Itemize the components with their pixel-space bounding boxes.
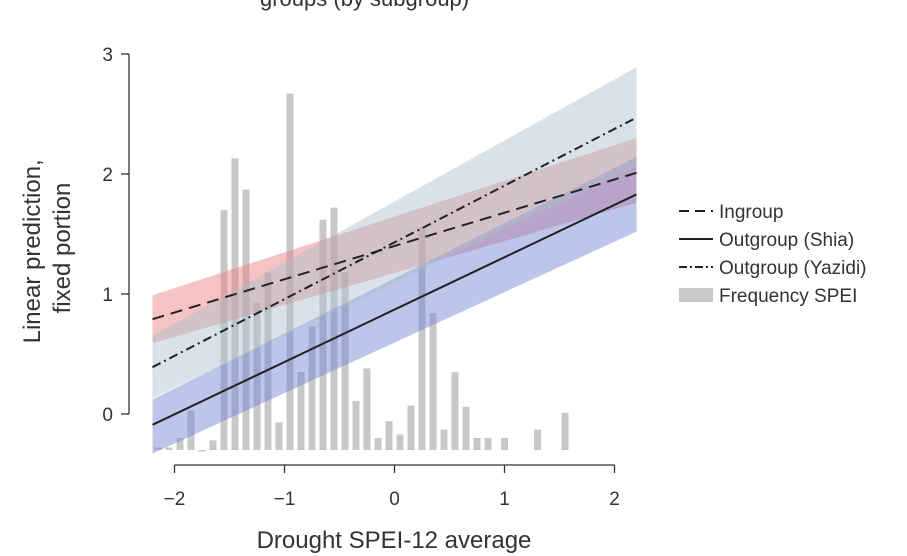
histogram-bar: [165, 447, 173, 450]
legend-label: Frequency SPEI: [719, 286, 857, 307]
x-tick-label: 0: [389, 489, 400, 510]
confidence-band: [152, 138, 637, 344]
histogram-bar: [418, 226, 426, 450]
histogram-bar: [385, 421, 393, 450]
legend-label: Outgroup (Yazidi): [719, 258, 867, 279]
y-axis-label-line-1: Linear prediction,: [19, 159, 46, 343]
histogram-bar: [319, 219, 327, 450]
histogram-bar: [176, 438, 184, 450]
y-tick-label: 3: [102, 45, 113, 66]
y-axis-label-line-2: fixed portion: [49, 183, 76, 314]
histogram-bar: [330, 207, 338, 450]
y-tick-label: 0: [102, 405, 113, 426]
y-axis-label: Linear prediction, fixed portion: [19, 153, 76, 344]
histogram-bar: [308, 326, 316, 450]
histogram-bar: [363, 368, 371, 450]
legend: Ingroup Outgroup (Shia) Outgroup (Yazidi) F…: [679, 202, 867, 307]
histogram-bar: [440, 429, 448, 450]
chart-title: groups (by subgroup): [0, 0, 907, 16]
histogram-bar: [352, 400, 360, 450]
histogram-bar: [286, 93, 294, 450]
histogram-bar: [451, 372, 459, 450]
histogram-bar: [374, 438, 382, 450]
histogram-bar: [242, 189, 250, 450]
confidence-band: [152, 157, 637, 454]
y-tick-label: 1: [102, 285, 113, 306]
y-tick-label: 2: [102, 165, 113, 186]
histogram-bar: [253, 302, 261, 450]
x-axis-label: Drought SPEI-12 average: [257, 527, 532, 554]
series-line: [152, 116, 637, 369]
legend-swatch: [679, 288, 713, 302]
histogram-bar: [154, 447, 162, 450]
histogram-bar: [264, 272, 272, 450]
histogram-bar: [429, 313, 437, 450]
histogram-bar: [297, 372, 305, 450]
histogram-bar: [198, 450, 206, 452]
series-line: [152, 171, 637, 321]
x-tick-label: −2: [164, 489, 186, 510]
histogram-bar: [341, 272, 349, 450]
histogram-bar: [534, 429, 541, 450]
x-tick-label: 1: [499, 489, 510, 510]
histogram-bar: [231, 158, 239, 450]
series-lines-layer: [152, 116, 637, 426]
histogram-bar: [209, 440, 217, 450]
x-tick-label: −1: [274, 489, 296, 510]
x-tick-label: 2: [609, 489, 620, 510]
axes-layer: 0 1 2 3 −2 −1 0 1 2: [102, 45, 619, 510]
confidence-bands-layer: [152, 67, 637, 454]
histogram-bar: [501, 438, 508, 450]
histogram-bar: [396, 434, 404, 450]
series-line: [152, 193, 637, 426]
histogram-bar: [462, 406, 470, 450]
legend-label: Outgroup (Shia): [719, 230, 854, 251]
histogram-bar: [187, 410, 195, 450]
histogram-bar: [473, 438, 481, 450]
histogram-bar: [407, 405, 415, 450]
histogram-bar: [484, 438, 492, 450]
legend-label: Ingroup: [719, 202, 783, 223]
histogram-bar: [561, 412, 569, 450]
confidence-band: [152, 67, 637, 399]
histogram-bar: [275, 422, 283, 450]
